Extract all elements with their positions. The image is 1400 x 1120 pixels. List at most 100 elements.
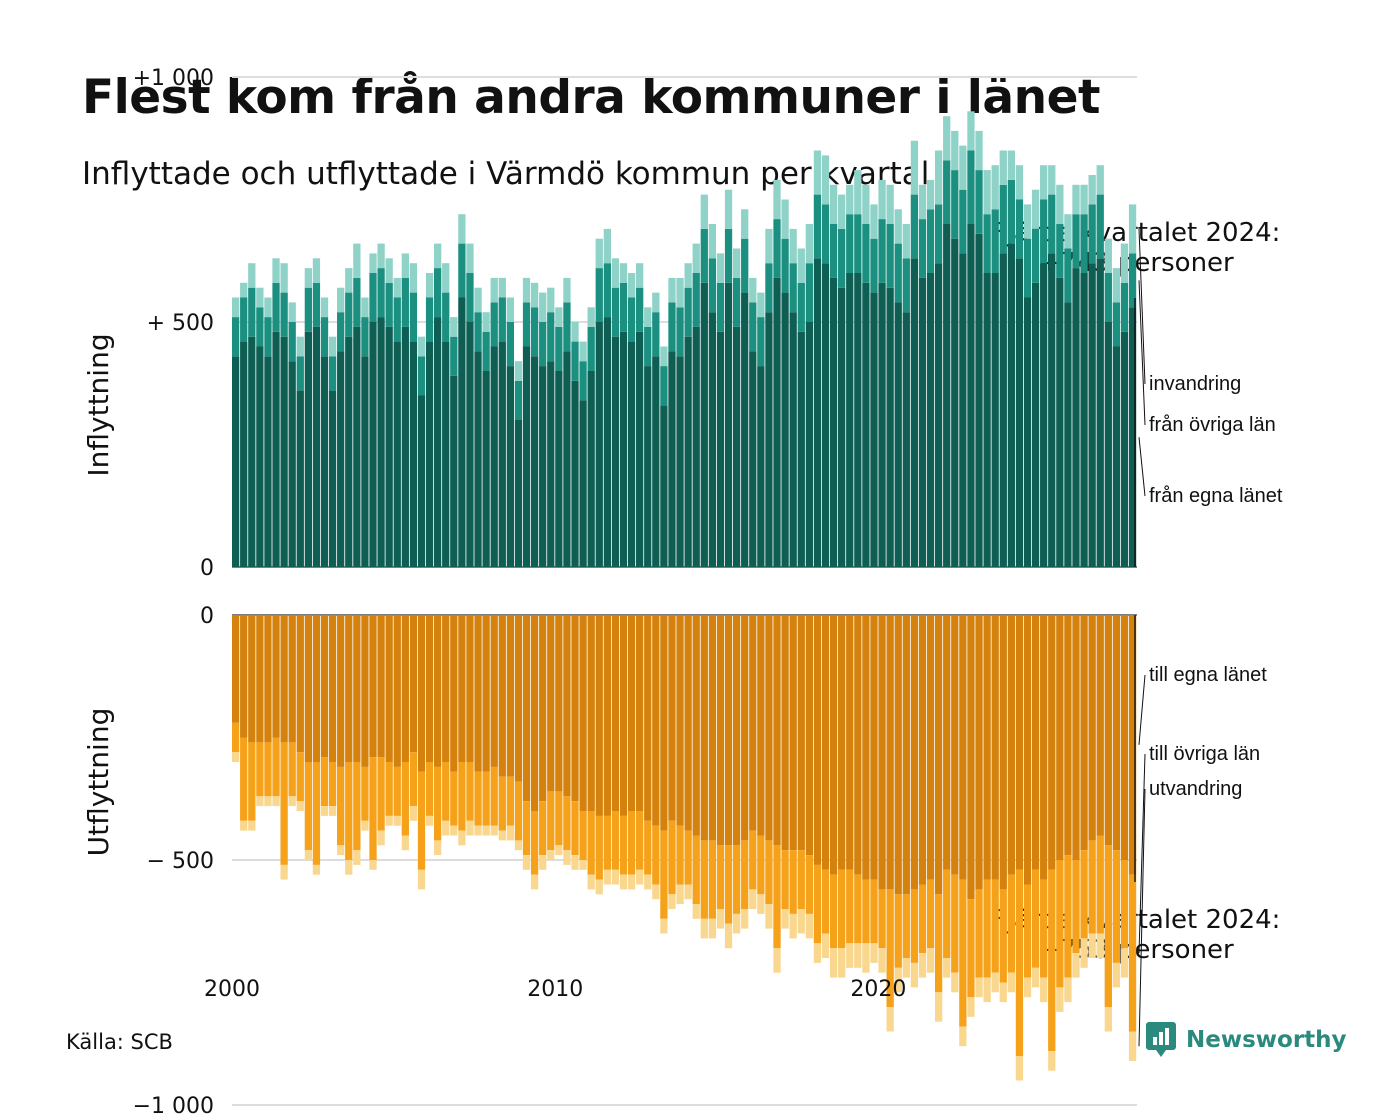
y-axis-label: Utflyttning — [82, 708, 115, 857]
bar-till-övriga-län — [474, 771, 482, 826]
bar-utvandring — [1088, 933, 1096, 958]
bar-till-egna-länet — [579, 615, 587, 811]
bar-till-egna-länet — [425, 615, 434, 762]
bar-till-egna-länet — [498, 615, 506, 777]
bar-från-egna-länet — [1104, 322, 1112, 567]
bar-utvandring — [1072, 953, 1080, 978]
bar-till-egna-länet — [530, 615, 539, 811]
bar-från-egna-länet — [757, 366, 765, 567]
series-label-invandring: invandring — [1149, 373, 1241, 395]
bar-från-övriga-län — [894, 243, 902, 303]
bar-från-övriga-län — [732, 277, 741, 327]
bar-utvandring — [353, 850, 361, 865]
y-tick-label: − 500 — [147, 849, 214, 874]
bar-till-egna-länet — [482, 615, 490, 772]
bar-till-övriga-län — [393, 766, 401, 816]
bar-från-egna-länet — [644, 366, 652, 567]
bar-från-egna-länet — [967, 224, 975, 567]
bar-till-egna-länet — [773, 615, 781, 846]
bar-invandring — [563, 277, 571, 303]
bar-från-egna-länet — [805, 322, 813, 567]
series-label-leader — [1138, 437, 1146, 497]
bar-till-övriga-län — [741, 840, 749, 909]
x-tick-label: 2020 — [850, 977, 906, 1002]
bar-invandring — [490, 277, 498, 303]
bar-till-övriga-län — [417, 771, 426, 870]
bar-invandring — [1104, 238, 1112, 273]
bar-från-övriga-län — [458, 243, 466, 298]
bar-från-egna-länet — [539, 366, 547, 567]
bar-till-egna-länet — [1120, 615, 1129, 860]
bar-utvandring — [361, 820, 369, 831]
bar-till-egna-länet — [934, 615, 943, 895]
bar-till-egna-länet — [232, 615, 240, 723]
bar-från-övriga-län — [1112, 302, 1121, 347]
bar-från-övriga-län — [288, 322, 296, 362]
bar-utvandring — [926, 948, 935, 973]
bar-invandring — [272, 258, 280, 283]
bar-till-övriga-län — [918, 884, 927, 954]
y-tick-label: +1 000 — [133, 66, 214, 91]
bar-till-egna-länet — [708, 615, 717, 841]
bar-invandring — [668, 277, 676, 303]
bar-till-egna-länet — [1088, 615, 1096, 841]
bar-från-egna-länet — [474, 351, 482, 567]
bar-till-övriga-län — [1031, 869, 1040, 968]
bar-från-övriga-län — [902, 258, 910, 313]
bar-från-egna-länet — [401, 326, 409, 567]
bar-invandring — [862, 184, 870, 224]
bar-utvandring — [708, 918, 717, 939]
bar-utvandring — [555, 845, 563, 856]
bar-från-egna-länet — [918, 277, 927, 567]
bar-till-egna-länet — [636, 615, 644, 811]
bar-invandring — [652, 292, 660, 313]
bar-invandring — [692, 243, 700, 273]
bar-utvandring — [668, 894, 676, 909]
bar-utvandring — [862, 943, 870, 973]
bar-från-övriga-län — [1023, 238, 1032, 298]
newsworthy-logo-text: Newsworthy — [1186, 1027, 1347, 1053]
bar-invandring — [240, 282, 248, 298]
bar-från-egna-länet — [846, 273, 854, 567]
bar-från-egna-länet — [999, 253, 1007, 567]
bar-från-övriga-län — [1056, 224, 1064, 278]
bar-till-övriga-län — [805, 855, 813, 914]
bar-från-egna-länet — [1040, 263, 1048, 567]
bar-invandring — [951, 130, 959, 171]
bar-till-egna-länet — [385, 615, 393, 762]
bar-från-övriga-län — [232, 317, 240, 357]
bar-till-egna-länet — [757, 615, 765, 836]
bar-från-övriga-län — [1040, 199, 1048, 264]
bar-utvandring — [1096, 933, 1104, 958]
bar-utvandring — [442, 820, 450, 836]
bar-utvandring — [999, 982, 1007, 1003]
bar-till-övriga-län — [652, 825, 660, 885]
bar-utvandring — [328, 806, 337, 816]
bar-från-egna-länet — [312, 326, 321, 567]
bar-till-egna-länet — [369, 615, 377, 758]
bar-utvandring — [627, 874, 636, 890]
bar-invandring — [644, 307, 652, 327]
bar-till-egna-länet — [1072, 615, 1080, 860]
bar-från-egna-länet — [862, 282, 870, 567]
bar-utvandring — [498, 830, 506, 841]
bar-från-övriga-län — [353, 277, 361, 327]
bar-från-egna-länet — [369, 322, 377, 567]
bar-till-egna-länet — [967, 615, 975, 900]
bar-utvandring — [264, 796, 272, 807]
bar-invandring — [328, 336, 337, 357]
bar-från-övriga-län — [1096, 194, 1104, 259]
bar-utvandring — [256, 796, 264, 807]
bar-invandring — [1120, 243, 1129, 283]
bar-från-egna-länet — [264, 356, 272, 567]
bar-till-övriga-län — [886, 889, 894, 1007]
bar-invandring — [773, 179, 781, 220]
bar-från-övriga-län — [1064, 248, 1072, 303]
bar-till-egna-länet — [789, 615, 797, 851]
bar-från-egna-länet — [1031, 282, 1040, 567]
bar-utvandring — [652, 884, 660, 900]
bar-från-övriga-län — [959, 189, 967, 254]
bar-till-övriga-län — [636, 811, 644, 870]
bar-utvandring — [943, 958, 951, 978]
bar-till-övriga-län — [773, 845, 781, 949]
